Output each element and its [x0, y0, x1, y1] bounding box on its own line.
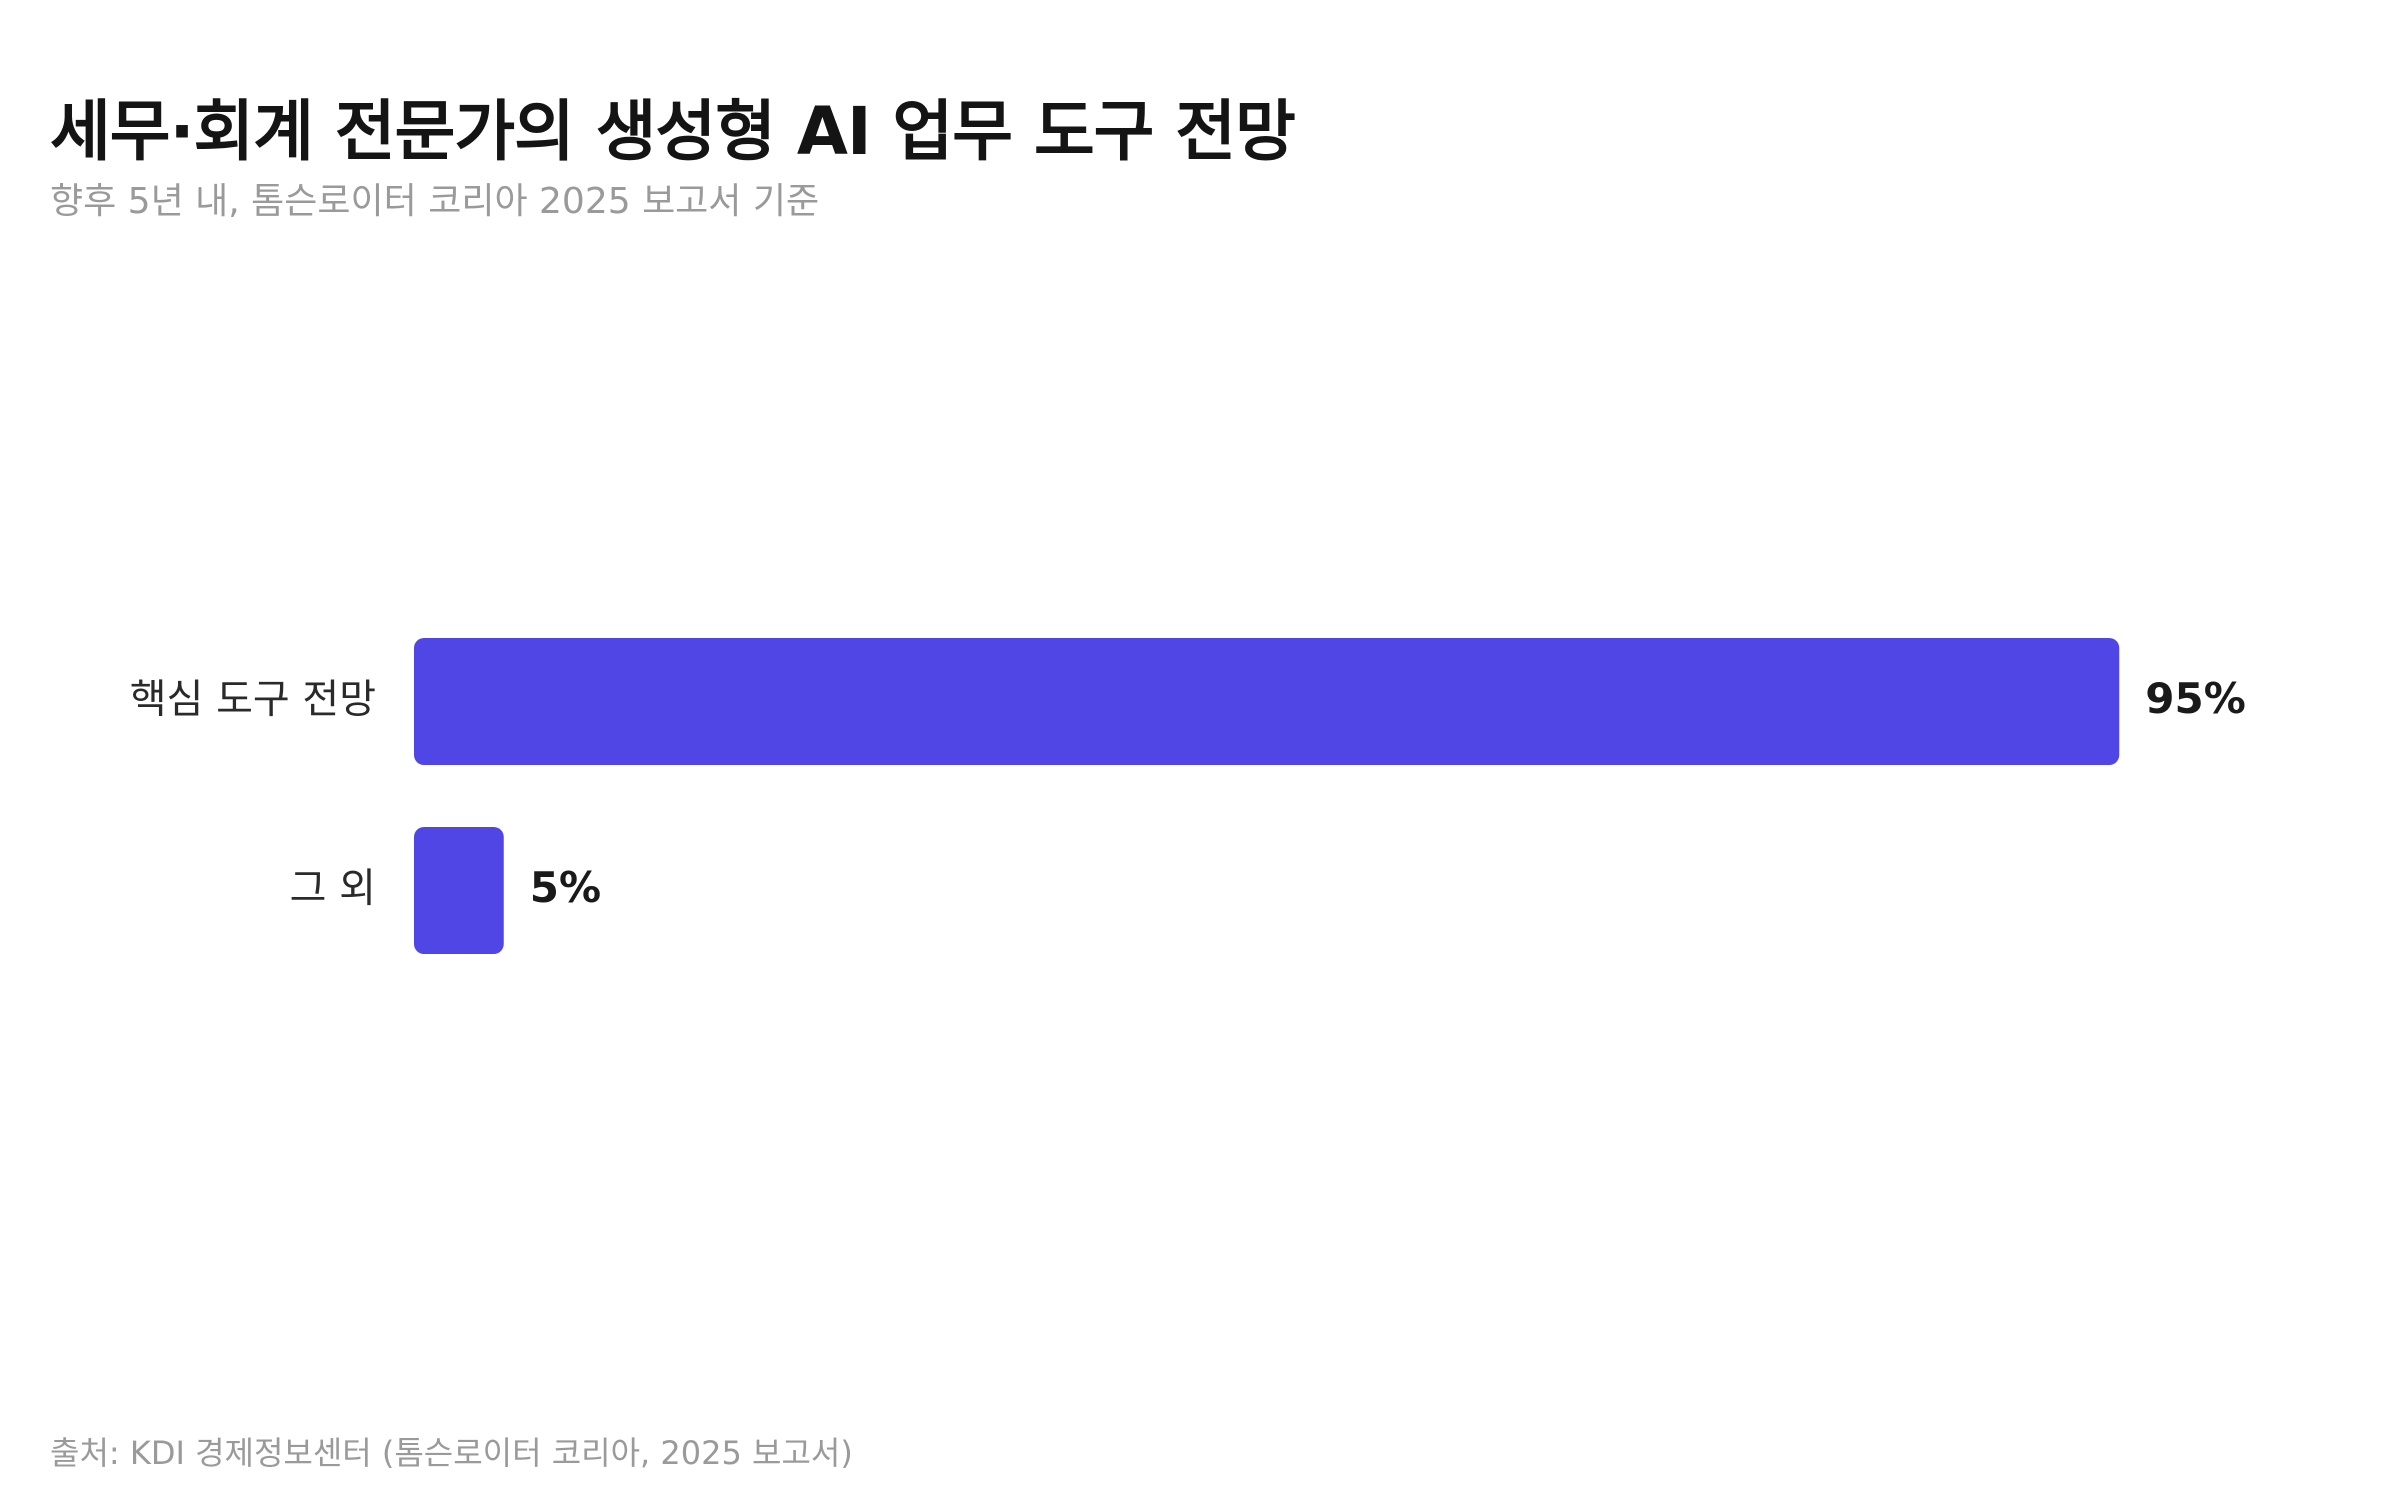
- chart-title: 세무·회계 전문가의 생성형 AI 업무 도구 전망: [50, 93, 1296, 170]
- category-label-1: 그 외: [290, 866, 376, 912]
- bar-1: [414, 827, 504, 954]
- value-label-1: 5%: [530, 863, 601, 912]
- source-note: 출처: KDI 경제정보센터 (톰슨로이터 코리아, 2025 보고서): [50, 1434, 853, 1472]
- bar-0: [414, 638, 2120, 765]
- chart-subtitle: 향후 5년 내, 톰슨로이터 코리아 2025 보고서 기준: [50, 181, 820, 222]
- category-label-0: 핵심 도구 전망: [130, 677, 376, 723]
- value-label-0: 95%: [2145, 674, 2246, 723]
